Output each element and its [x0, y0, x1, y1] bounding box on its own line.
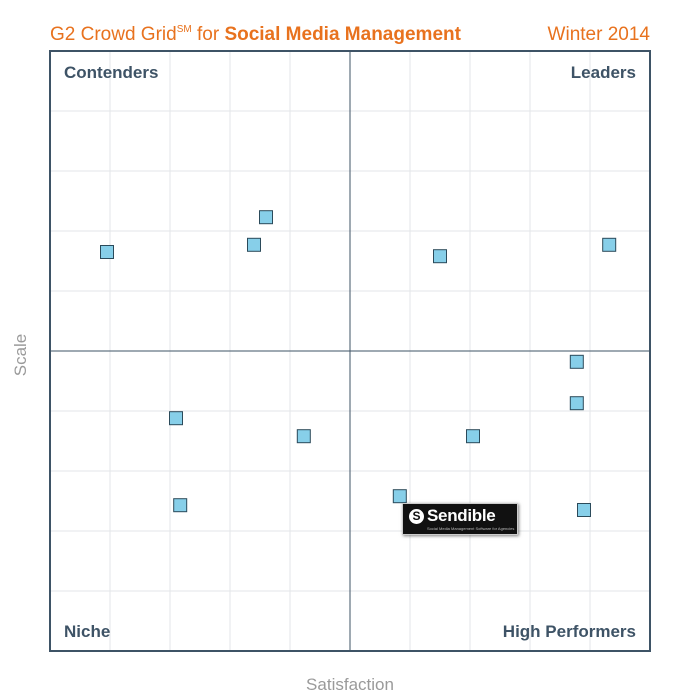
x-axis-label: Satisfaction: [306, 675, 394, 694]
data-point-sendible[interactable]: [392, 489, 407, 504]
quadrant-label-high-performers: High Performers: [503, 622, 636, 641]
title-season: Winter 2014: [547, 24, 650, 45]
data-point[interactable]: [569, 396, 584, 411]
data-point[interactable]: [577, 503, 591, 517]
data-points: [100, 210, 617, 517]
sendible-logo-name: Sendible: [427, 506, 496, 525]
data-point[interactable]: [466, 429, 480, 444]
data-point[interactable]: [259, 210, 273, 225]
data-point[interactable]: [569, 354, 584, 369]
quadrant-label-niche: Niche: [64, 622, 110, 641]
data-point[interactable]: [173, 498, 188, 513]
plot-frame: [49, 50, 651, 652]
sendible-logo-badge[interactable]: S Sendible Social Media Management Softw…: [402, 503, 518, 535]
data-point[interactable]: [602, 237, 617, 252]
title-prefix: G2 Crowd Grid: [50, 24, 177, 45]
quadrant-label-leaders: Leaders: [571, 63, 636, 82]
title-main: G2 Crowd GridSM for Social Media Managem…: [50, 24, 461, 46]
data-point[interactable]: [433, 249, 447, 264]
title-subject: Social Media Management: [224, 24, 461, 45]
y-axis-label: Scale: [11, 334, 30, 377]
title-connector: for: [191, 24, 225, 45]
quadrant-label-contenders: Contenders: [64, 63, 158, 82]
data-point[interactable]: [100, 245, 114, 259]
data-point[interactable]: [247, 237, 261, 252]
sendible-s-icon: S: [409, 509, 424, 524]
sendible-logo-tagline: Social Media Management Software for Age…: [427, 526, 515, 531]
title-superscript: SM: [176, 24, 192, 35]
data-point[interactable]: [296, 429, 311, 444]
chart-title: G2 Crowd GridSM for Social Media Managem…: [50, 24, 650, 52]
data-point[interactable]: [169, 411, 183, 426]
